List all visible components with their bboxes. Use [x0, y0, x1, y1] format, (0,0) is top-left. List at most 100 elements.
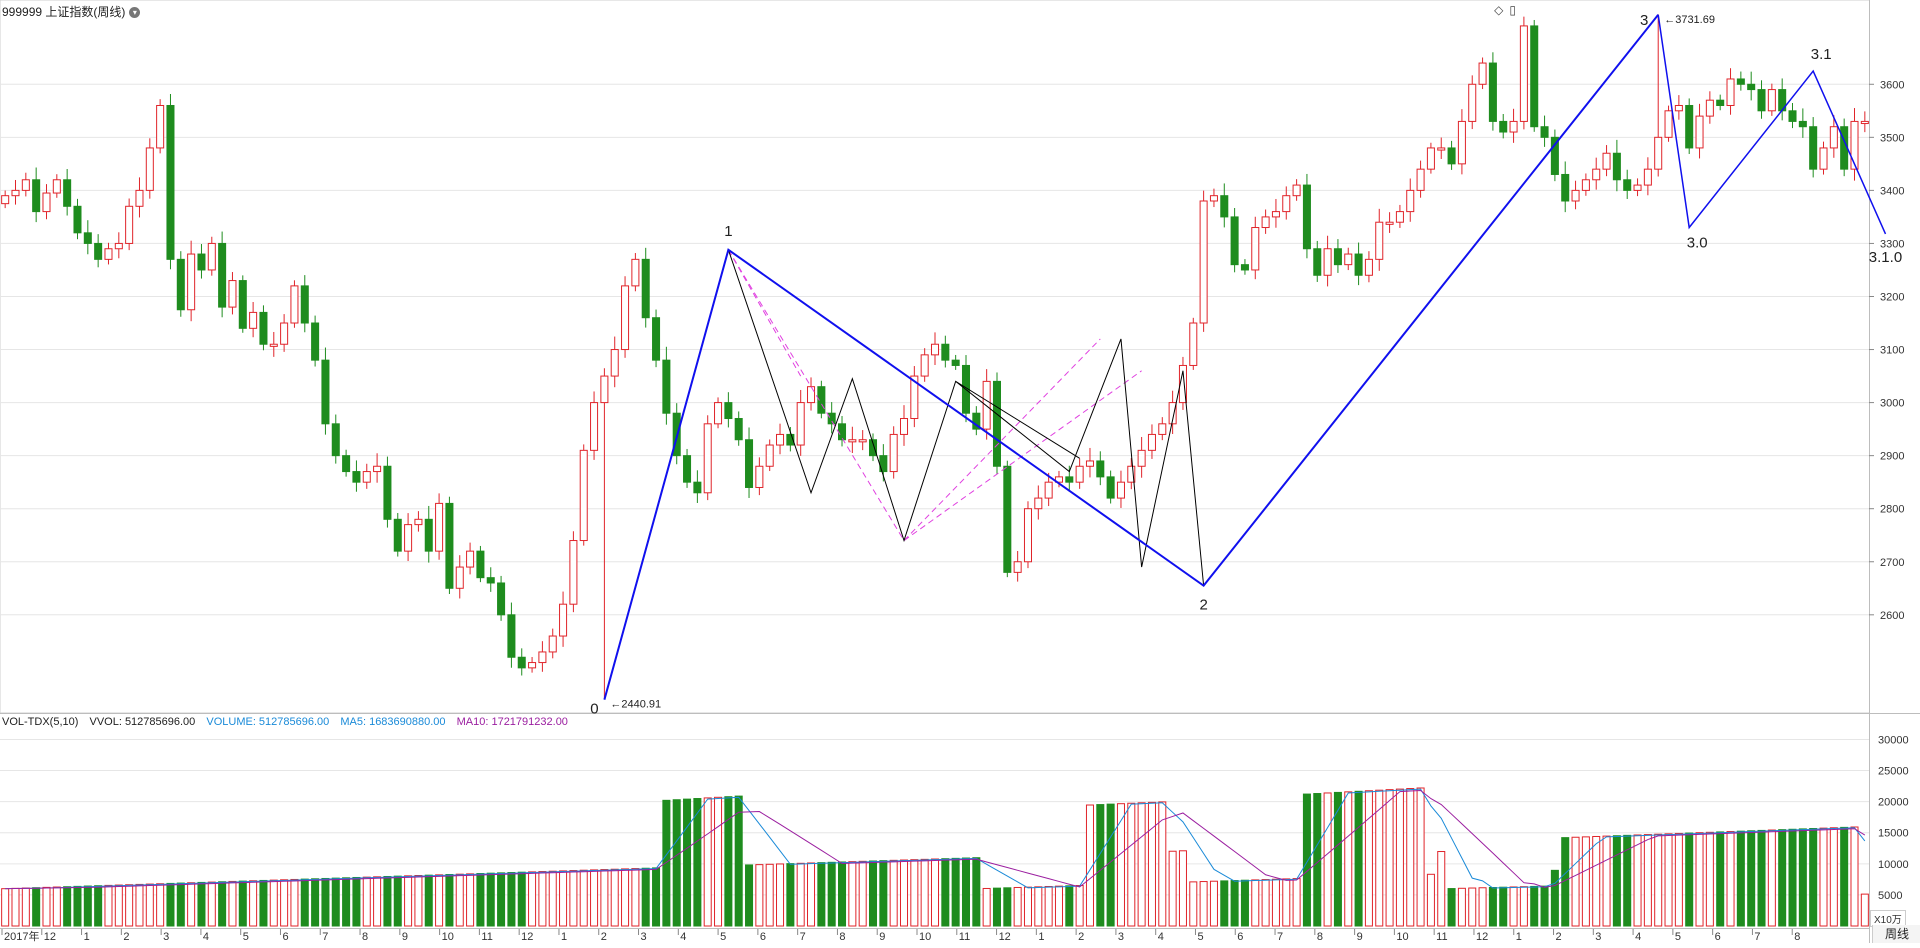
candle-body [579, 449, 588, 542]
candle-body [569, 540, 578, 605]
candle [1189, 317, 1198, 370]
candle [466, 542, 475, 575]
volume-bar [1840, 826, 1849, 927]
volume-bar [838, 861, 847, 927]
candle-body [827, 412, 836, 425]
candle [32, 167, 41, 223]
volume-bar [156, 883, 165, 927]
candle [445, 496, 454, 595]
ma5-value: MA5: 1683690880.00 [340, 716, 446, 728]
volume-bar [176, 882, 185, 927]
volume-bar [21, 887, 30, 927]
volume-bar [807, 862, 816, 927]
candle [1478, 57, 1487, 90]
volume-tick-label: 15000 [1878, 828, 1909, 840]
candle [63, 169, 72, 216]
candle [1457, 109, 1466, 175]
candle-body [52, 179, 61, 194]
volume-bar [1292, 878, 1301, 927]
candle [1829, 115, 1838, 158]
candle-body [1230, 216, 1239, 266]
candle [197, 244, 206, 279]
volume-bar [404, 875, 413, 927]
candle-body [1860, 120, 1869, 125]
volume-bar [1519, 886, 1528, 927]
volume-bar [1406, 788, 1415, 927]
candle [972, 406, 981, 436]
candle [899, 405, 909, 446]
window-icon[interactable]: ▯ [1509, 3, 1516, 17]
volume-bar [1333, 791, 1342, 927]
candle-body [135, 189, 144, 207]
date-tick-label: 7 [1754, 931, 1760, 943]
candle [207, 236, 216, 276]
diamond-icon[interactable]: ◇ [1494, 3, 1504, 17]
candle-body [166, 104, 175, 260]
candle [858, 430, 867, 451]
candle-body [435, 502, 444, 552]
candle [1643, 157, 1652, 196]
projection-line [727, 249, 905, 541]
volume-bar [703, 797, 712, 927]
candle-body [63, 179, 72, 207]
volume-bar [1168, 850, 1177, 927]
candle [1736, 71, 1745, 91]
candle-body [1023, 508, 1032, 563]
candle-body [858, 439, 867, 443]
candle [1292, 179, 1301, 201]
candle [1468, 75, 1477, 130]
volume-bar [1819, 827, 1828, 927]
price-tick-label: 2900 [1880, 451, 1904, 463]
candle [610, 336, 619, 388]
candle-body [1065, 476, 1074, 483]
date-tick-label: 5 [243, 931, 249, 943]
date-tick-label: 12 [521, 931, 533, 943]
candle [1437, 137, 1446, 159]
candle-body [1623, 179, 1632, 191]
candle [1075, 458, 1084, 489]
volume-bar [187, 882, 196, 927]
candle-body [1478, 62, 1487, 85]
candle-body [1251, 227, 1260, 271]
candle [94, 234, 103, 268]
candle [1251, 216, 1260, 280]
volume-bar [1757, 829, 1766, 927]
volume-bar [745, 864, 754, 927]
candle [992, 372, 1002, 474]
volume-bar [1612, 835, 1621, 927]
volume-bar [517, 871, 526, 927]
period-button[interactable]: 周线 [1872, 925, 1920, 943]
vol-indicator-name[interactable]: VOL-TDX(5,10) [2, 716, 79, 728]
volume-bar [1178, 850, 1187, 927]
candle [249, 302, 258, 338]
candle-body [631, 258, 640, 287]
candle-body [683, 455, 692, 483]
volume-bar [827, 861, 836, 927]
candle [166, 93, 175, 270]
ma10-value: MA10: 1721791232.00 [456, 716, 568, 728]
volume-bar [311, 878, 320, 927]
candle [1282, 186, 1291, 220]
volume-bar [1137, 802, 1146, 927]
candle-body [145, 147, 154, 191]
volume-bar [1395, 788, 1404, 927]
candle [559, 591, 568, 647]
candle-body [1406, 189, 1415, 213]
candle [1612, 139, 1621, 192]
candle-body [1602, 152, 1611, 170]
volume-bar [42, 886, 51, 927]
dropdown-icon[interactable]: ▾ [129, 7, 141, 19]
volume-bar [1633, 834, 1642, 927]
candle [868, 433, 878, 462]
volume-bar [1664, 833, 1673, 927]
candle [1302, 173, 1311, 259]
candle [435, 493, 444, 560]
volume-bar [1829, 827, 1838, 927]
candle-body [1850, 120, 1859, 170]
volume-bar [1530, 885, 1539, 927]
wave-label-2: 2 [1199, 597, 1207, 614]
candle [1127, 458, 1136, 490]
volume-bar [1344, 791, 1353, 927]
